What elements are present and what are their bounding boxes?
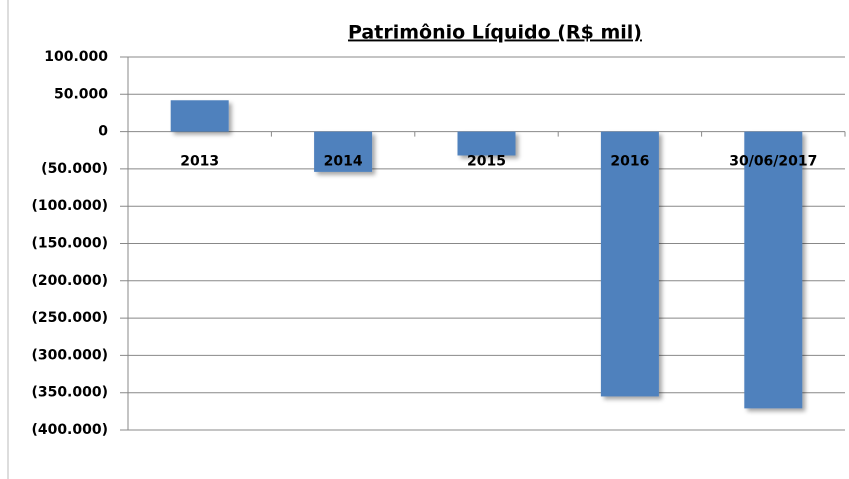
x-tick-label: 2016 — [610, 154, 649, 170]
y-tick-label: (250.000) — [31, 310, 108, 326]
bar — [600, 131, 659, 397]
bar — [457, 131, 516, 156]
chart-border — [7, 0, 9, 479]
bar — [170, 100, 229, 132]
chart-title: Patrimônio Líquido (R$ mil) — [348, 22, 642, 44]
y-tick-label: (100.000) — [31, 198, 108, 214]
y-tick-label: 100.000 — [44, 49, 108, 65]
y-tick-label: (300.000) — [31, 347, 108, 363]
bar — [314, 131, 373, 172]
y-tick-label: (150.000) — [31, 236, 108, 252]
y-tick-label: (400.000) — [31, 422, 108, 438]
x-tick-label: 30/06/2017 — [729, 154, 817, 170]
x-tick-label: 2015 — [467, 154, 506, 170]
y-tick-label: 50.000 — [54, 86, 108, 102]
y-tick-label: (50.000) — [41, 161, 108, 177]
y-tick-label: 0 — [98, 124, 108, 140]
x-tick-label: 2014 — [324, 154, 363, 170]
y-tick-label: (200.000) — [31, 273, 108, 289]
y-tick-label: (350.000) — [31, 385, 108, 401]
x-tick-label: 2013 — [180, 154, 219, 170]
bar — [744, 131, 803, 409]
